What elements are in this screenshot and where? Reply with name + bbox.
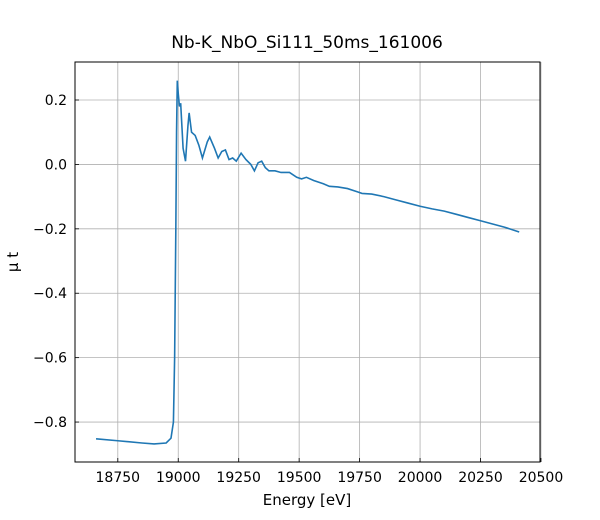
x-tick-label: 19750 bbox=[337, 470, 382, 486]
y-tick-label: −0.4 bbox=[33, 286, 67, 302]
x-tick-label: 19000 bbox=[156, 470, 201, 486]
y-tick-label: −0.8 bbox=[33, 415, 67, 431]
x-tick-label: 18750 bbox=[96, 470, 141, 486]
x-axis-label: Energy [eV] bbox=[263, 491, 351, 509]
y-tick-label: −0.6 bbox=[33, 351, 67, 367]
y-tick-label: 0.2 bbox=[45, 93, 67, 109]
y-axis-label: μ t bbox=[4, 252, 22, 272]
y-tick-label: 0.0 bbox=[45, 157, 67, 173]
data-line bbox=[95, 80, 520, 445]
plot-frame bbox=[74, 61, 541, 463]
x-tick-label: 20500 bbox=[519, 470, 564, 486]
x-tick-label: 20250 bbox=[458, 470, 503, 486]
chart-title: Nb-K_NbO_Si111_50ms_161006 bbox=[171, 33, 443, 53]
x-tick-label: 19500 bbox=[277, 470, 322, 486]
x-tick-label: 19250 bbox=[216, 470, 261, 486]
y-tick-label: −0.2 bbox=[33, 222, 67, 238]
x-tick-label: 20000 bbox=[398, 470, 443, 486]
